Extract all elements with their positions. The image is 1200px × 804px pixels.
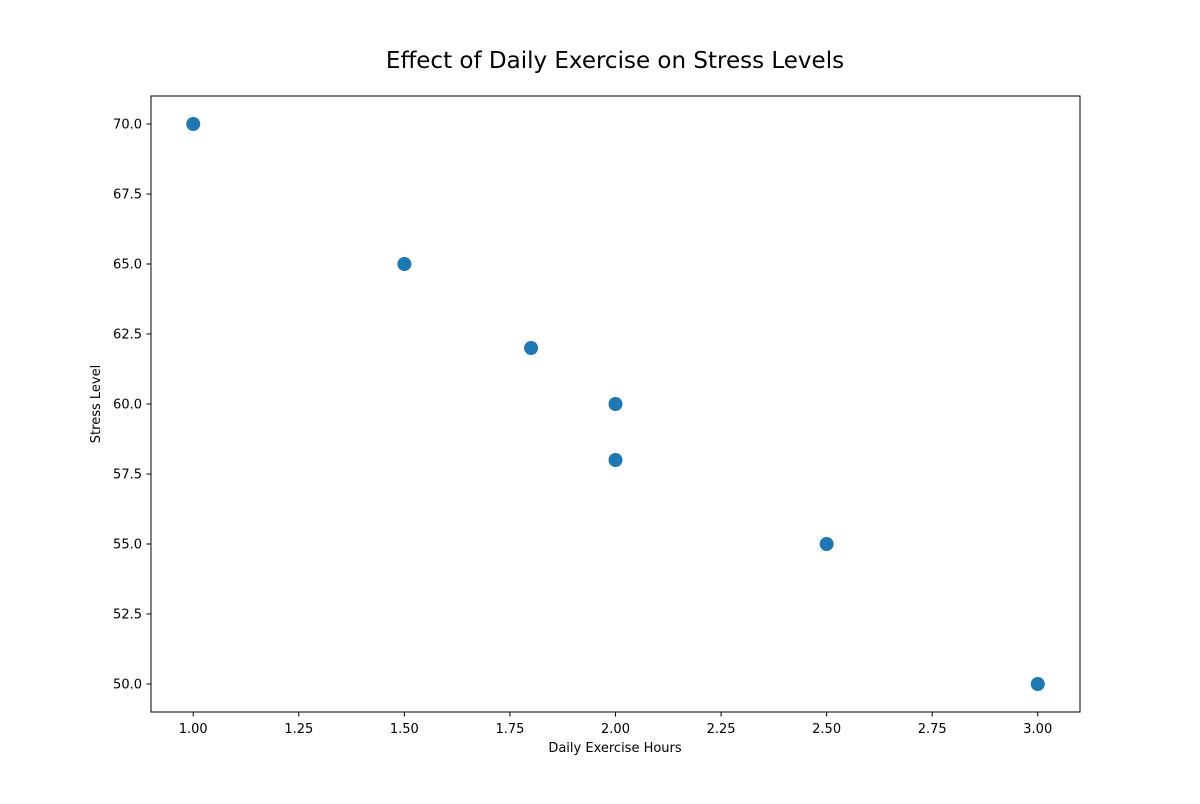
x-tick-label: 1.00 [179, 722, 208, 737]
y-tick-label: 50.0 [113, 678, 142, 693]
y-tick-label: 57.5 [113, 468, 142, 483]
y-tick-label: 70.0 [113, 118, 142, 133]
x-axis-label: Daily Exercise Hours [548, 741, 682, 756]
y-axis-ticks: 50.0 52.5 55.0 57.5 60.0 62.5 65.0 67.5 70.0 [113, 118, 151, 693]
data-point [1030, 677, 1045, 691]
y-tick-label: 62.5 [113, 328, 142, 343]
x-axis-ticks: 1.00 1.25 1.50 1.75 2.00 2.25 2.50 2.75 3.00 [179, 712, 1052, 737]
y-tick-label: 55.0 [113, 538, 142, 553]
x-tick-label: 1.25 [284, 722, 313, 737]
x-tick-label: 1.75 [495, 722, 524, 737]
y-tick-label: 67.5 [113, 188, 142, 203]
x-tick-label: 2.75 [918, 722, 947, 737]
data-point [186, 117, 201, 131]
x-tick-label: 2.00 [601, 722, 630, 737]
y-tick-label: 65.0 [113, 258, 142, 273]
data-points [186, 117, 1045, 691]
x-tick-label: 3.00 [1023, 722, 1052, 737]
chart-title: Effect of Daily Exercise on Stress Level… [386, 48, 844, 74]
data-point [524, 341, 539, 355]
x-tick-label: 2.50 [812, 722, 841, 737]
data-point [819, 537, 834, 551]
data-point [397, 257, 412, 271]
data-point [608, 397, 623, 411]
x-tick-label: 1.50 [390, 722, 419, 737]
y-axis-label: Stress Level [89, 365, 104, 443]
y-tick-label: 52.5 [113, 608, 142, 623]
x-tick-label: 2.25 [707, 722, 736, 737]
y-tick-label: 60.0 [113, 398, 142, 413]
data-point [608, 453, 623, 467]
